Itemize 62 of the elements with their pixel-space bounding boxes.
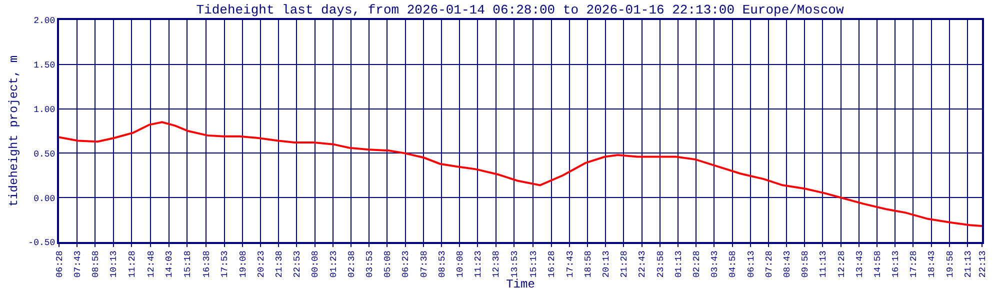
x-tick-label: 07:43 bbox=[73, 250, 84, 278]
x-tick-label: 21:38 bbox=[274, 250, 285, 278]
x-tick-label: 11:13 bbox=[818, 250, 829, 278]
x-axis-title: Time bbox=[506, 278, 535, 292]
x-tick-label: 03:43 bbox=[710, 250, 720, 278]
y-tick-label: 0.50 bbox=[34, 149, 56, 160]
x-tick-label: 18:43 bbox=[927, 250, 938, 278]
x-tick-label: 14:58 bbox=[872, 250, 883, 278]
x-tick-label: 16:28 bbox=[547, 250, 558, 278]
x-tick-label: 20:23 bbox=[256, 250, 266, 278]
x-tick-label: 17:28 bbox=[909, 250, 920, 278]
x-tick-label: 05:08 bbox=[383, 250, 394, 278]
x-tick-label: 12:28 bbox=[836, 250, 847, 278]
x-tick-label: 07:28 bbox=[764, 250, 774, 278]
x-tick-label: 17:43 bbox=[565, 250, 576, 278]
x-tick-label: 01:23 bbox=[328, 250, 339, 278]
x-tick-label: 22:43 bbox=[638, 250, 648, 278]
x-tick-label: 12:38 bbox=[492, 250, 502, 278]
x-tick-label: 11:23 bbox=[474, 250, 484, 278]
x-tick-label: 21:13 bbox=[963, 250, 974, 278]
x-tick-label: 20:13 bbox=[601, 250, 612, 278]
x-tick-label: 10:13 bbox=[109, 250, 120, 278]
x-tick-label: 02:28 bbox=[692, 250, 702, 278]
x-tick-label: 18:58 bbox=[583, 250, 594, 278]
x-tick-label: 16:13 bbox=[891, 250, 902, 278]
x-tick-label: 01:13 bbox=[674, 250, 684, 278]
y-tick-label: 1.50 bbox=[34, 60, 56, 71]
x-tick-label: 08:53 bbox=[437, 250, 448, 278]
x-tick-label: 08:43 bbox=[782, 250, 792, 278]
x-tick-label: 21:28 bbox=[620, 250, 630, 278]
y-tick-label: -0.50 bbox=[28, 238, 56, 248]
x-tick-label: 19:08 bbox=[238, 250, 248, 278]
x-tick-label: 10:08 bbox=[455, 250, 466, 278]
x-tick-label: 13:43 bbox=[854, 250, 865, 278]
x-tick-label: 06:23 bbox=[401, 250, 412, 278]
x-tick-label: 11:28 bbox=[127, 250, 138, 278]
x-tick-label: 04:58 bbox=[728, 250, 738, 278]
x-tick-label: 22:13 bbox=[978, 250, 988, 278]
x-tick-label: 22:53 bbox=[292, 250, 303, 278]
x-tick-label: 17:53 bbox=[220, 250, 230, 278]
x-tick-label: 15:13 bbox=[529, 250, 540, 278]
x-tick-label: 06:28 bbox=[54, 250, 65, 278]
x-tick-label: 16:38 bbox=[202, 250, 212, 278]
x-tick-label: 09:58 bbox=[800, 250, 811, 278]
x-tick-label: 23:58 bbox=[656, 250, 666, 278]
x-tick-label: 06:13 bbox=[746, 250, 756, 278]
x-tick-label: 08:58 bbox=[91, 250, 102, 278]
y-tick-label: 1.00 bbox=[34, 104, 56, 115]
chart-title: Tideheight last days, from 2026-01-14 06:28:00 to 2026-01-16 22:13:00 Europe/Moscow bbox=[196, 2, 844, 18]
x-tick-label: 00:08 bbox=[310, 250, 321, 278]
x-tick-label: 14:03 bbox=[164, 250, 175, 278]
x-tick-label: 19:58 bbox=[945, 250, 956, 278]
x-tick-label: 02:38 bbox=[346, 250, 357, 278]
x-tick-label: 13:53 bbox=[510, 250, 520, 278]
x-tick-label: 12:48 bbox=[146, 250, 157, 278]
y-axis-title: tideheight project, m bbox=[6, 55, 21, 207]
x-tick-label: 15:18 bbox=[182, 250, 193, 278]
y-tick-label: 2.00 bbox=[34, 16, 56, 26]
x-tick-label: 07:38 bbox=[419, 250, 430, 278]
x-tick-label: 03:53 bbox=[365, 250, 376, 278]
line-series bbox=[59, 121, 982, 228]
y-tick-label: 0.00 bbox=[34, 194, 56, 204]
